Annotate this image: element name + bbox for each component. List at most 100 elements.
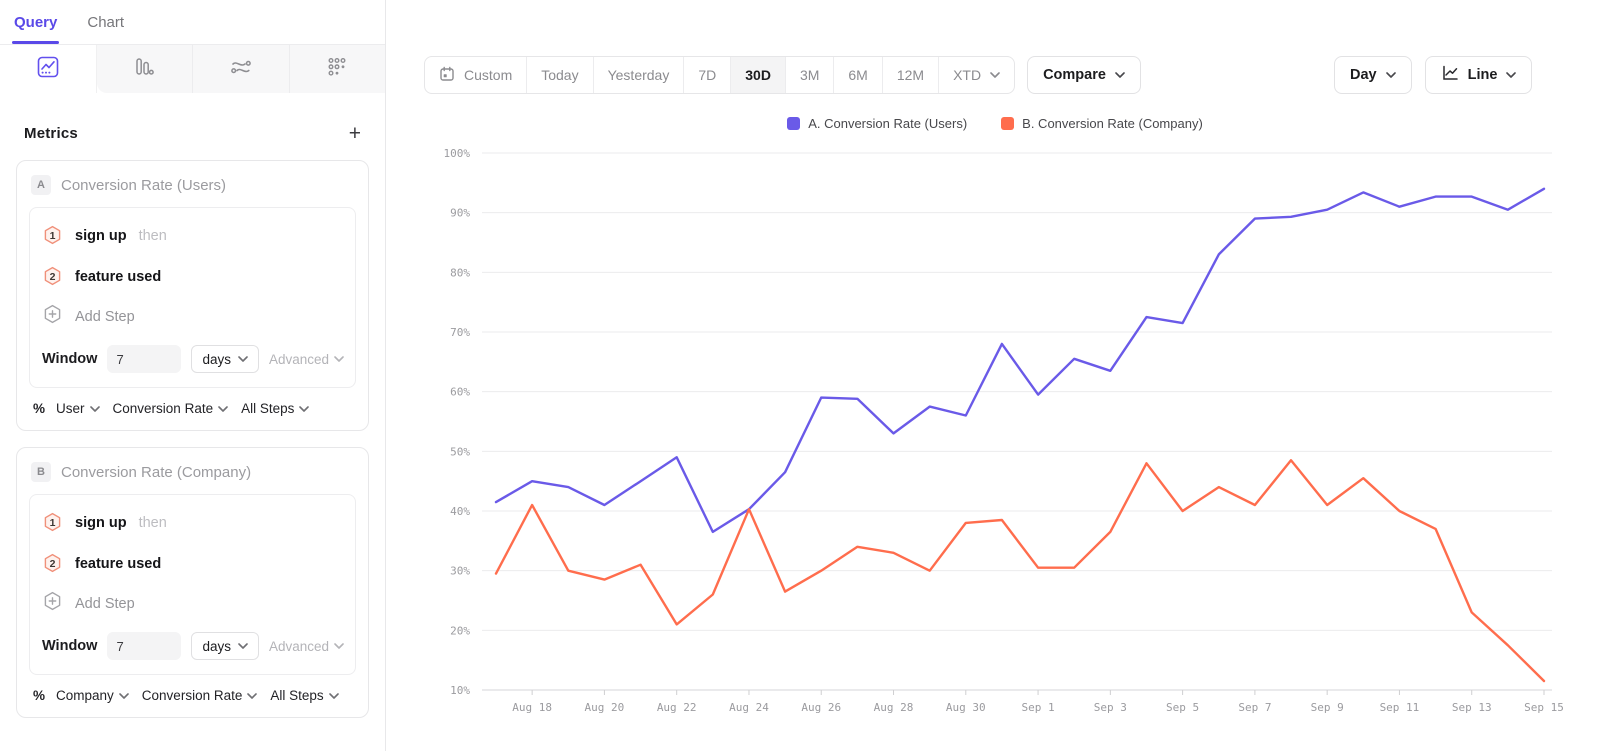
step-number-hexagon: 1: [42, 225, 63, 246]
step-row[interactable]: 1 sign up then: [42, 507, 343, 548]
x-axis-label: Sep 3: [1094, 701, 1127, 714]
line-chart: 10% 20% 30% 40% 50% 60% 70% 80% 90% 100% Aug 18 Aug…: [420, 140, 1570, 725]
metric-title-b[interactable]: Conversion Rate (Company): [61, 463, 252, 481]
y-axis-label: 20%: [450, 624, 470, 637]
window-input[interactable]: [107, 632, 182, 660]
measure-type-toggle[interactable]: %: [33, 688, 46, 703]
step-event[interactable]: sign up: [75, 514, 127, 531]
steps-panel-b: 1 sign up then 2 feature used: [29, 494, 356, 675]
window-row: Window days Advanced: [42, 632, 344, 660]
y-axis-label: 60%: [450, 386, 470, 399]
window-input[interactable]: [107, 345, 182, 373]
measure-row: % Company Conversion Rate All Steps: [29, 675, 356, 711]
chevron-down-icon: [990, 72, 1000, 78]
granularity-button[interactable]: Day: [1334, 56, 1412, 94]
date-range-3m[interactable]: 3M: [786, 57, 835, 93]
date-range-12m[interactable]: 12M: [883, 57, 940, 93]
x-axis-label: Aug 28: [874, 701, 914, 714]
chevron-down-icon: [1385, 72, 1396, 78]
step-event[interactable]: sign up: [75, 227, 127, 244]
line-chart-svg: 10% 20% 30% 40% 50% 60% 70% 80% 90% 100% Aug 18 Aug…: [444, 147, 1564, 714]
date-range-7d[interactable]: 7D: [684, 57, 732, 93]
advanced-dropdown[interactable]: Advanced: [269, 352, 344, 367]
step-event[interactable]: feature used: [75, 268, 162, 285]
tab-flows[interactable]: [193, 45, 290, 93]
y-axis-label: 80%: [450, 266, 470, 279]
chart-type-tabs: [0, 45, 385, 93]
add-step-button[interactable]: Add Step: [42, 589, 343, 632]
metrics-header: Metrics +: [24, 123, 361, 144]
x-axis-label: Sep 9: [1311, 701, 1344, 714]
step-event[interactable]: feature used: [75, 555, 162, 572]
date-range-today[interactable]: Today: [527, 57, 594, 93]
chart-style-button[interactable]: Line: [1424, 56, 1533, 94]
line-chart-icon: [37, 56, 59, 83]
tab-retention[interactable]: [289, 45, 385, 93]
x-axis-label: Sep 11: [1380, 701, 1420, 714]
query-sidebar: Query Chart: [0, 0, 386, 751]
date-range-selector: Custom Today Yesterday 7D 30D 3M 6M 12M …: [424, 56, 1016, 94]
chevron-down-icon: [334, 643, 344, 649]
y-axis-label: 10%: [450, 684, 470, 697]
x-axis-label: Sep 1: [1022, 701, 1055, 714]
metric-card-b: B Conversion Rate (Company) 1 sign up th…: [16, 447, 369, 718]
measure-steps-dropdown[interactable]: All Steps: [241, 401, 310, 416]
metric-badge-a: A: [31, 175, 51, 195]
legend-item-b[interactable]: B. Conversion Rate (Company): [1001, 116, 1203, 131]
x-axis-label: Sep 7: [1238, 701, 1271, 714]
date-range-6m[interactable]: 6M: [834, 57, 883, 93]
tab-line-chart[interactable]: [0, 45, 97, 93]
compare-button[interactable]: Compare: [1027, 56, 1141, 94]
date-range-30d[interactable]: 30D: [731, 57, 786, 93]
chart-legend: A. Conversion Rate (Users) B. Conversion…: [420, 116, 1570, 131]
x-axis-label: Aug 24: [729, 701, 769, 714]
x-axis-label: Aug 30: [946, 701, 986, 714]
metric-card-a: A Conversion Rate (Users) 1 sign up then: [16, 160, 369, 431]
x-axis-label: Sep 13: [1452, 701, 1492, 714]
measure-type-toggle[interactable]: %: [33, 401, 46, 416]
chevron-down-icon: [1506, 72, 1517, 78]
step-row[interactable]: 2 feature used: [42, 261, 343, 302]
tab-query[interactable]: Query: [11, 0, 60, 44]
date-range-yesterday[interactable]: Yesterday: [594, 57, 685, 93]
metric-title-a[interactable]: Conversion Rate (Users): [61, 176, 227, 194]
bar-chart-icon: [133, 56, 155, 83]
measure-row: % User Conversion Rate All Steps: [29, 388, 356, 424]
add-step-button[interactable]: Add Step: [42, 302, 343, 345]
y-axis-label: 70%: [450, 326, 470, 339]
series-line-b: [494, 459, 1546, 683]
chart-display-controls: Day Line: [1334, 56, 1533, 94]
y-axis-label: 100%: [444, 147, 471, 160]
flows-icon: [230, 56, 252, 83]
step-row[interactable]: 1 sign up then: [42, 220, 343, 261]
y-axis-label: 40%: [450, 505, 470, 518]
advanced-dropdown[interactable]: Advanced: [269, 639, 344, 654]
chevron-down-icon: [334, 356, 344, 362]
measure-metric-dropdown[interactable]: Conversion Rate: [113, 401, 229, 416]
window-unit-dropdown[interactable]: days: [191, 345, 259, 373]
step-number-hexagon: 2: [42, 266, 63, 287]
step-row[interactable]: 2 feature used: [42, 548, 343, 589]
tab-bar-chart[interactable]: [96, 45, 193, 93]
add-step-hexagon-icon: [42, 591, 63, 616]
metrics-title: Metrics: [24, 125, 78, 142]
chevron-down-icon: [238, 356, 248, 362]
chevron-down-icon: [247, 692, 258, 699]
legend-item-a[interactable]: A. Conversion Rate (Users): [787, 116, 967, 131]
tab-chart[interactable]: Chart: [87, 13, 125, 31]
retention-icon: [326, 56, 348, 83]
chevron-down-icon: [1115, 72, 1125, 78]
measure-entity-dropdown[interactable]: Company: [56, 688, 129, 703]
date-range-custom[interactable]: Custom: [425, 57, 528, 93]
x-axis-label: Aug 20: [585, 701, 625, 714]
chevron-down-icon: [299, 405, 310, 412]
measure-metric-dropdown[interactable]: Conversion Rate: [142, 688, 258, 703]
date-range-xtd[interactable]: XTD: [939, 57, 1014, 93]
window-unit-dropdown[interactable]: days: [191, 632, 259, 660]
metric-card-b-header: B Conversion Rate (Company): [29, 460, 356, 494]
measure-entity-dropdown[interactable]: User: [56, 401, 100, 416]
y-axis-label: 30%: [450, 565, 470, 578]
measure-steps-dropdown[interactable]: All Steps: [270, 688, 339, 703]
chart-toolbar: Custom Today Yesterday 7D 30D 3M 6M 12M …: [424, 56, 1141, 94]
add-metric-button[interactable]: +: [348, 122, 361, 145]
